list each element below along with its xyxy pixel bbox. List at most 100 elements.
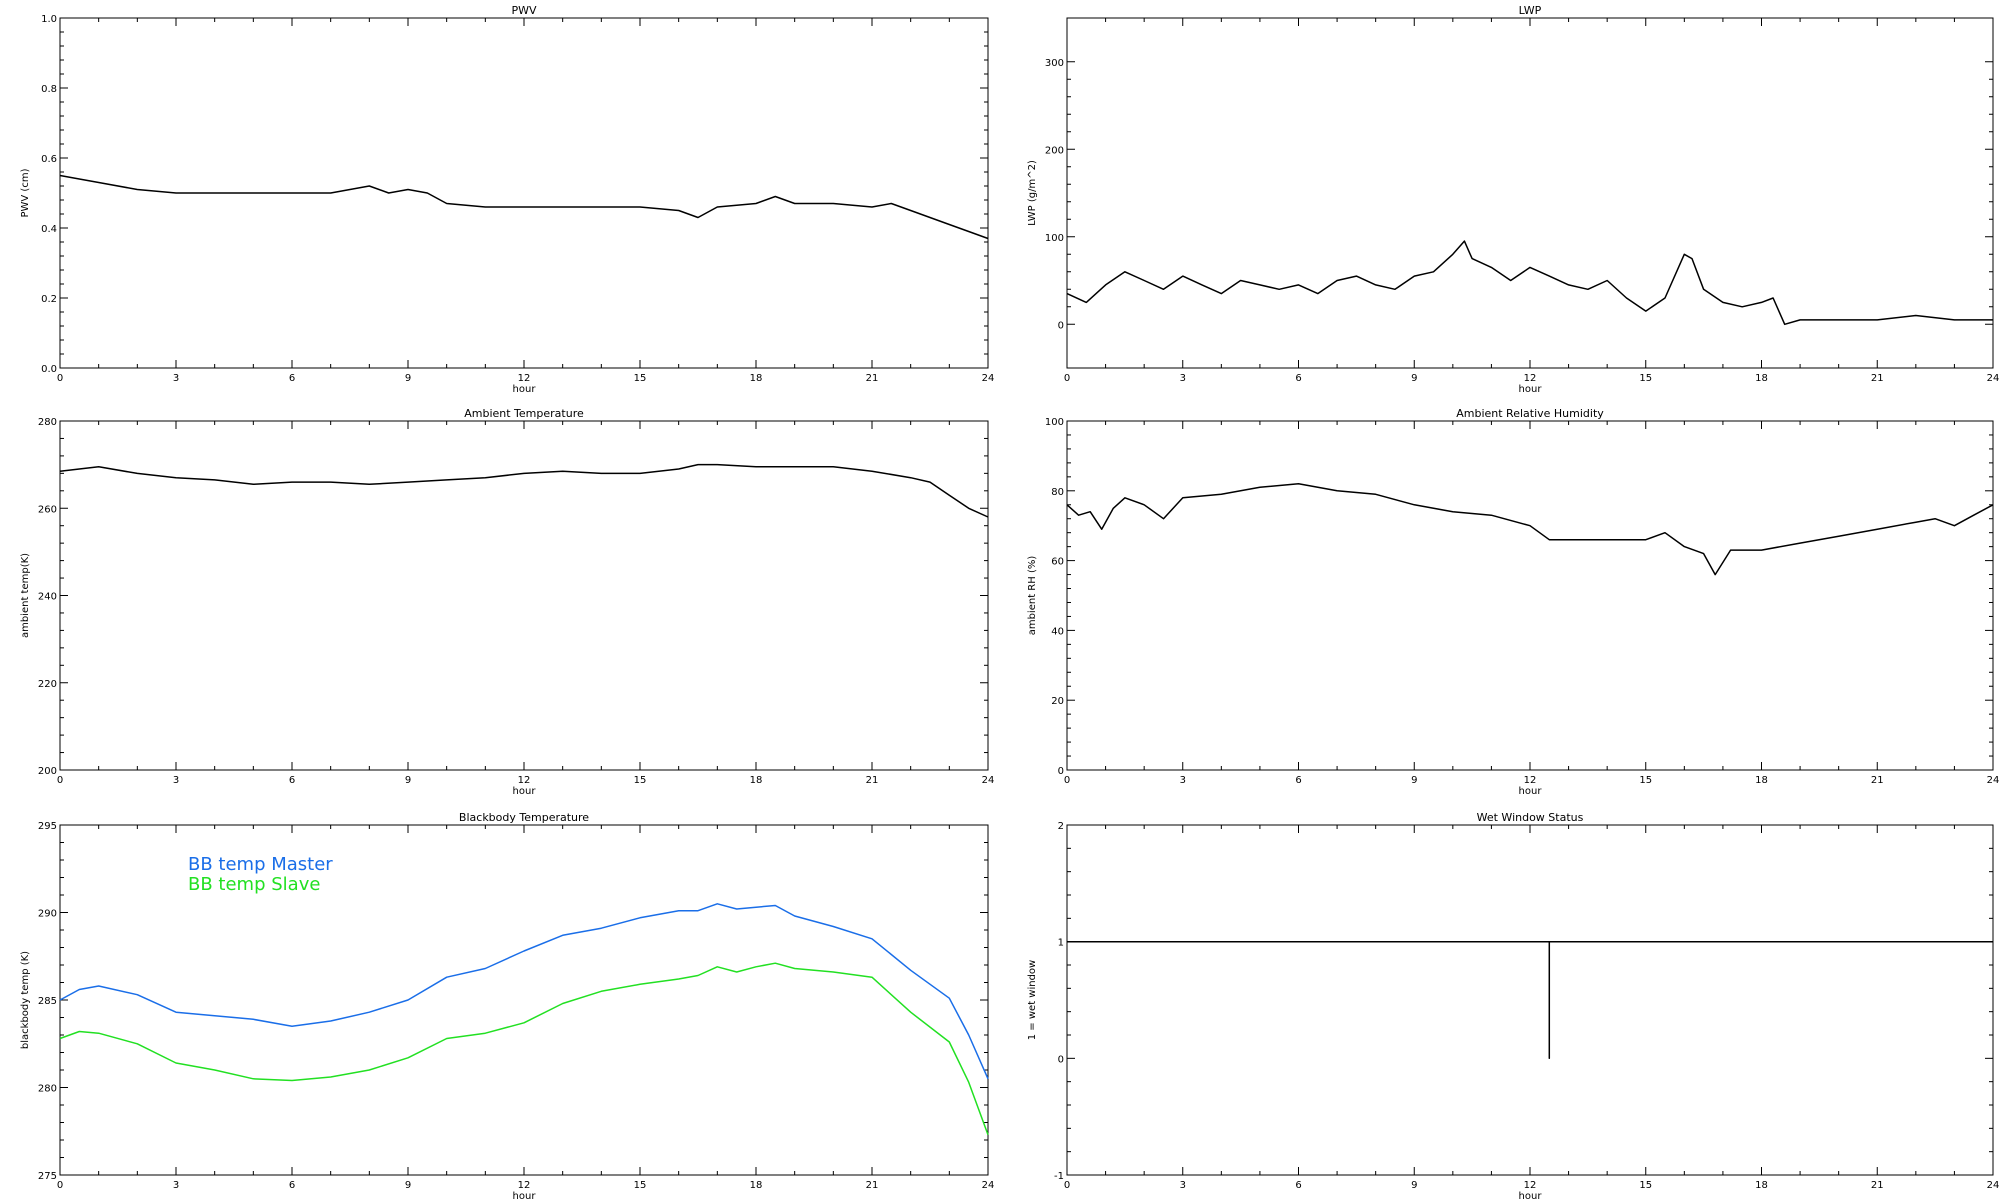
y-tick-label: 40 bbox=[1051, 626, 1064, 637]
x-tick-label: 9 bbox=[1411, 1180, 1417, 1191]
x-tick-label: 0 bbox=[57, 775, 63, 786]
y-tick-label: 0 bbox=[1058, 766, 1064, 777]
series-line-1 bbox=[1067, 940, 1993, 1060]
y-tick-label: -1 bbox=[1054, 1171, 1064, 1182]
legend-entry-2: BB temp Slave bbox=[188, 874, 320, 895]
x-tick-label: 12 bbox=[518, 775, 531, 786]
x-tick-label: 15 bbox=[1639, 373, 1652, 384]
ambient-temperature-panel: 0 3 6 9 12 15 18 21 24 200 220 240 260 280 Ambient Tem… bbox=[20, 407, 994, 797]
x-tick-label: 3 bbox=[1180, 373, 1186, 384]
x-tick-label: 21 bbox=[866, 373, 879, 384]
x-tick-label: 0 bbox=[57, 1180, 63, 1191]
pwv-panel: 0 3 6 9 12 15 18 21 24 0.0 0.2 0.4 0.6 0.8 1.0 PWV hour P… bbox=[20, 4, 994, 395]
x-tick-label: 12 bbox=[1524, 775, 1537, 786]
x-tick-label: 24 bbox=[1987, 373, 2000, 384]
x-axis-label: hour bbox=[513, 1191, 537, 1200]
x-tick-label: 9 bbox=[405, 1180, 411, 1191]
plot-frame bbox=[1066, 420, 1994, 771]
x-tick-label: 0 bbox=[57, 373, 63, 384]
y-tick-label: 0.4 bbox=[41, 224, 57, 235]
chart-title: Ambient Temperature bbox=[464, 407, 584, 420]
x-tick-label: 15 bbox=[1639, 1180, 1652, 1191]
chart-title: PWV bbox=[511, 4, 537, 17]
x-tick-label: 24 bbox=[1987, 775, 2000, 786]
x-axis-label: hour bbox=[1519, 1191, 1543, 1200]
y-axis-label: 1 = wet window bbox=[1027, 960, 1038, 1040]
y-tick-label: 0 bbox=[1058, 1054, 1064, 1065]
x-tick-label: 3 bbox=[1180, 775, 1186, 786]
x-tick-label: 3 bbox=[173, 1180, 179, 1191]
y-tick-label: 60 bbox=[1051, 557, 1064, 568]
series-line-1 bbox=[59, 174, 989, 240]
x-tick-label: 21 bbox=[1871, 373, 1884, 384]
plot-frame bbox=[1066, 17, 1994, 369]
chart-title: Ambient Relative Humidity bbox=[1456, 407, 1604, 420]
x-tick-label: 21 bbox=[866, 775, 879, 786]
x-tick-label: 9 bbox=[405, 373, 411, 384]
x-tick-label: 18 bbox=[1755, 373, 1768, 384]
x-tick-label: 6 bbox=[1295, 775, 1301, 786]
series-line-1 bbox=[59, 903, 989, 1080]
y-tick-label: 2 bbox=[1058, 821, 1064, 832]
x-tick-label: 21 bbox=[1871, 775, 1884, 786]
x-tick-label: 12 bbox=[1524, 373, 1537, 384]
y-tick-label: 280 bbox=[38, 1084, 57, 1095]
x-tick-label: 0 bbox=[1064, 775, 1070, 786]
y-tick-label: 0.2 bbox=[41, 294, 57, 305]
x-tick-label: 18 bbox=[1755, 775, 1768, 786]
blackbody-temperature-panel: 0 3 6 9 12 15 18 21 24 275 280 285 290 295 Blackbody T… bbox=[20, 811, 994, 1200]
x-tick-label: 9 bbox=[1411, 775, 1417, 786]
series-line-1 bbox=[59, 463, 989, 518]
x-tick-label: 18 bbox=[750, 1180, 763, 1191]
y-axis-label: blackbody temp (K) bbox=[20, 951, 31, 1049]
y-tick-label: 100 bbox=[1045, 233, 1064, 244]
chart-title: LWP bbox=[1519, 4, 1542, 17]
x-axis-label: hour bbox=[1519, 786, 1543, 797]
y-tick-label: 285 bbox=[38, 996, 57, 1007]
x-tick-label: 24 bbox=[982, 1180, 995, 1191]
y-tick-label: 100 bbox=[1045, 417, 1064, 428]
x-tick-label: 12 bbox=[518, 373, 531, 384]
x-tick-label: 24 bbox=[982, 775, 995, 786]
y-axis-label: LWP (g/m^2) bbox=[1027, 160, 1038, 226]
y-tick-label: 280 bbox=[38, 417, 57, 428]
x-tick-label: 18 bbox=[750, 775, 763, 786]
y-tick-label: 275 bbox=[38, 1171, 57, 1182]
x-tick-label: 0 bbox=[1064, 373, 1070, 384]
y-tick-label: 290 bbox=[38, 909, 57, 920]
chart-title: Blackbody Temperature bbox=[459, 811, 589, 824]
x-tick-label: 6 bbox=[289, 775, 295, 786]
x-tick-label: 24 bbox=[982, 373, 995, 384]
ambient-relative-humidity-panel: 0 3 6 9 12 15 18 21 24 0 20 40 60 80 100 Ambient Relati… bbox=[1027, 407, 1999, 797]
y-tick-label: 295 bbox=[38, 821, 57, 832]
y-tick-label: 0.6 bbox=[41, 154, 57, 165]
y-tick-label: 0.8 bbox=[41, 84, 57, 95]
y-tick-label: 0.0 bbox=[41, 364, 57, 375]
y-tick-label: 240 bbox=[38, 592, 57, 603]
x-tick-label: 9 bbox=[405, 775, 411, 786]
x-axis-label: hour bbox=[513, 384, 537, 395]
plot-frame bbox=[1066, 824, 1994, 1176]
x-tick-label: 6 bbox=[289, 1180, 295, 1191]
series-line-1 bbox=[1066, 483, 1994, 576]
x-tick-label: 12 bbox=[518, 1180, 531, 1191]
x-axis-label: hour bbox=[513, 786, 537, 797]
x-tick-label: 0 bbox=[1064, 1180, 1070, 1191]
y-tick-label: 80 bbox=[1051, 487, 1064, 498]
x-tick-label: 21 bbox=[866, 1180, 879, 1191]
x-tick-label: 9 bbox=[1411, 373, 1417, 384]
y-tick-label: 260 bbox=[38, 504, 57, 515]
y-tick-label: 0 bbox=[1058, 320, 1064, 331]
x-tick-label: 18 bbox=[750, 373, 763, 384]
y-tick-label: 20 bbox=[1051, 696, 1064, 707]
y-tick-label: 1.0 bbox=[41, 14, 57, 25]
y-tick-label: 1 bbox=[1058, 938, 1064, 949]
x-tick-label: 18 bbox=[1755, 1180, 1768, 1191]
y-tick-label: 200 bbox=[1045, 145, 1064, 156]
x-tick-label: 3 bbox=[173, 373, 179, 384]
x-tick-label: 3 bbox=[173, 775, 179, 786]
x-tick-label: 24 bbox=[1987, 1180, 2000, 1191]
legend-entry-1: BB temp Master bbox=[188, 854, 333, 875]
x-tick-label: 21 bbox=[1871, 1180, 1884, 1191]
